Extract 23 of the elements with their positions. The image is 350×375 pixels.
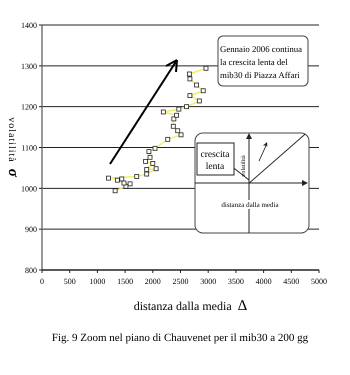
x-tick-label: 500 (64, 277, 76, 286)
x-tick-label: 3000 (200, 277, 216, 286)
x-tick-label: 4500 (283, 277, 300, 286)
y-tick-label: 900 (25, 225, 37, 234)
x-tick-label: 2500 (172, 277, 188, 286)
y-tick-label: 1000 (21, 184, 37, 194)
caption: Fig. 9 Zoom nel piano di Chauvenet per il mib30 a 200 gg (52, 332, 309, 344)
x-tick-label: 1000 (89, 277, 106, 286)
y-tick-label: 1100 (21, 144, 37, 152)
x-tick-label: 3500 (228, 277, 244, 286)
x-tick-label: 4000 (256, 277, 272, 286)
y-tick-label: 800 (25, 266, 37, 275)
x-tick-label: 5000 (311, 277, 327, 286)
y-tick-label: 1400 (21, 21, 37, 30)
x-tick-label: 0 (40, 277, 44, 286)
y-axis-title: volatilità σ (5, 117, 21, 178)
x-axis-title: distanza dalla media Δ (134, 298, 248, 314)
annotation: Gennaio 2006 continua la crescita lenta del mib30 di Piazza Affari (220, 44, 302, 80)
annotation: crescita lenta (200, 150, 230, 172)
y-tick-label: 1300 (21, 62, 37, 71)
x-tick-label: 1500 (117, 277, 134, 286)
x-tick-label: 2000 (144, 277, 161, 286)
y-tick-label: 1200 (21, 102, 37, 112)
